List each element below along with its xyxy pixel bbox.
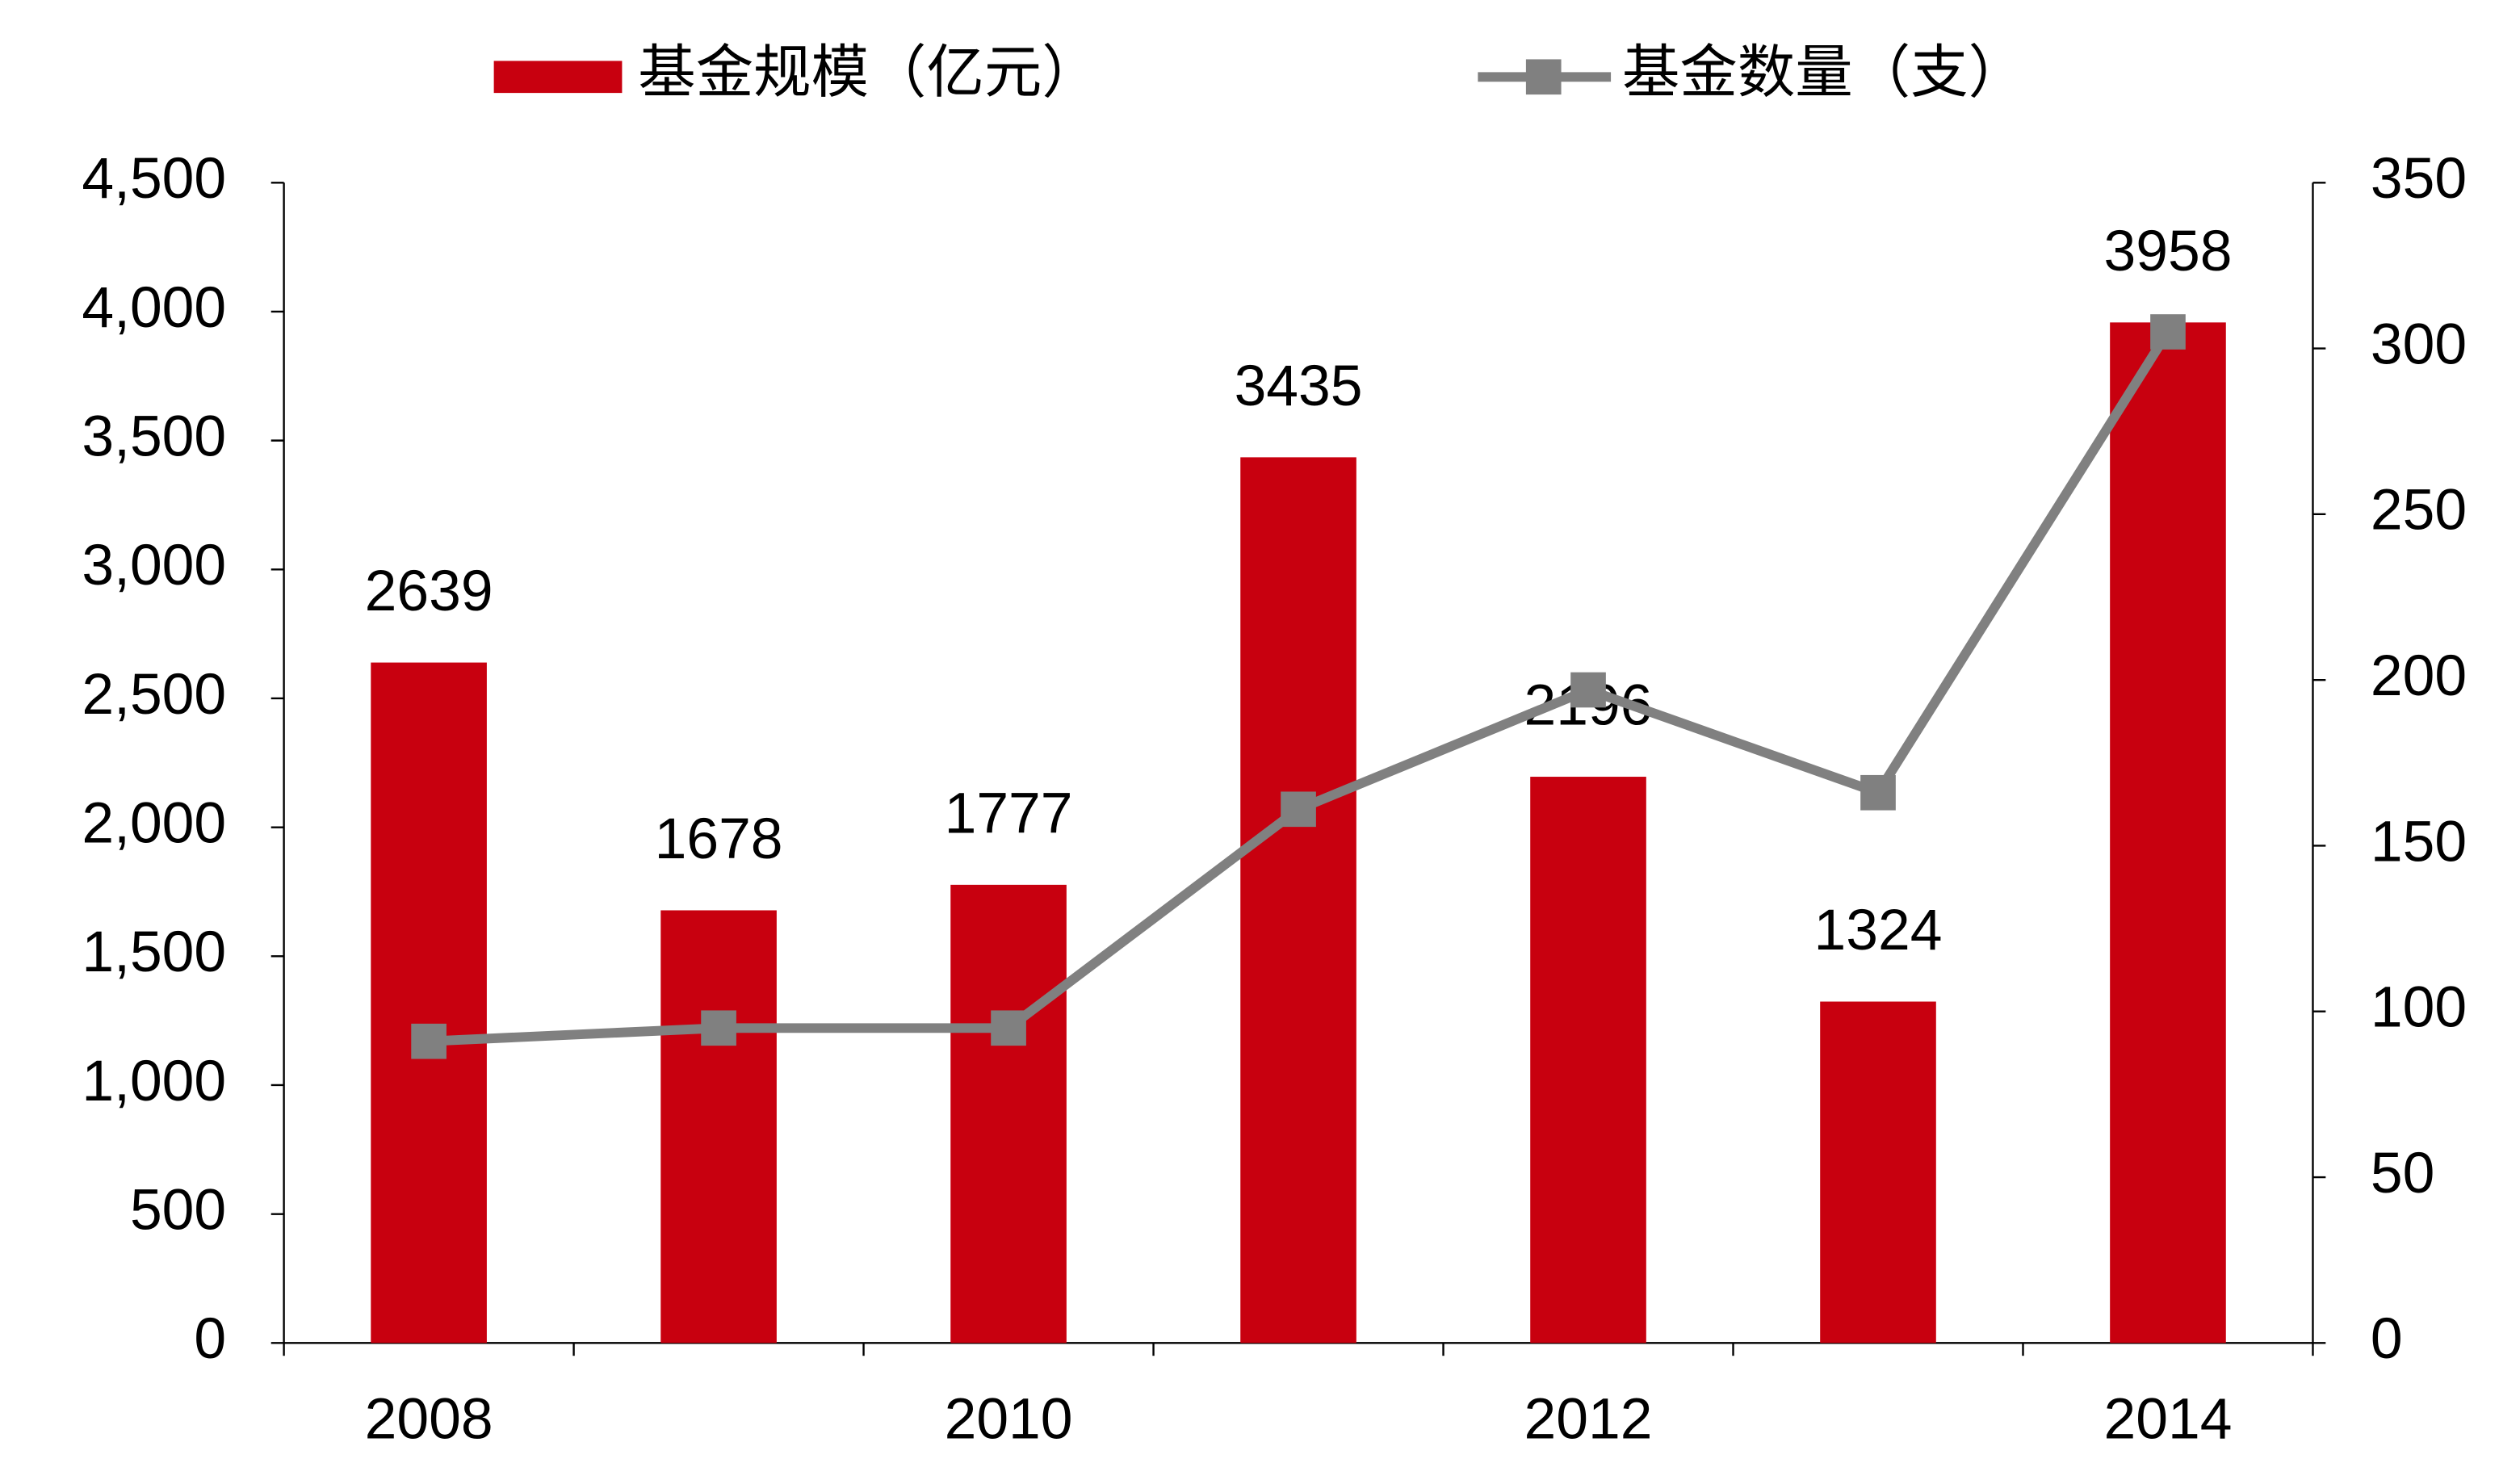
bar [1530, 777, 1646, 1344]
y2-tick-label: 200 [2371, 643, 2467, 708]
y-tick-label: 0 [194, 1306, 226, 1371]
y2-tick-label: 350 [2371, 146, 2467, 211]
line-marker [1860, 774, 1896, 811]
y-tick-label: 3,500 [82, 404, 226, 468]
legend-swatch [493, 61, 623, 94]
y-tick-label: 3,000 [82, 533, 226, 597]
bar [371, 662, 487, 1344]
bar [950, 884, 1067, 1344]
y-tick-label: 1,500 [82, 920, 226, 984]
y2-tick-label: 250 [2371, 478, 2467, 543]
x-tick-label: 2008 [365, 1386, 493, 1451]
legend-label: 基金规模（亿元） [638, 39, 1100, 106]
legend-label: 基金数量（支） [1622, 39, 2026, 106]
y2-tick-label: 0 [2371, 1306, 2403, 1371]
line-marker [701, 1010, 736, 1046]
data-label: 3958 [2104, 219, 2233, 283]
line-marker [991, 1010, 1026, 1046]
y2-tick-label: 50 [2371, 1141, 2434, 1205]
bar [1240, 457, 1356, 1344]
y-tick-label: 4,000 [82, 275, 226, 340]
data-label: 1777 [945, 781, 1073, 845]
x-tick-label: 2012 [1524, 1386, 1653, 1451]
x-tick-label: 2014 [2104, 1386, 2233, 1451]
y-tick-label: 500 [130, 1178, 226, 1243]
y2-tick-label: 300 [2371, 312, 2467, 376]
y-tick-label: 1,000 [82, 1049, 226, 1113]
bar [660, 910, 777, 1344]
line-marker [2150, 314, 2186, 350]
bar [2110, 322, 2226, 1344]
y2-tick-label: 100 [2371, 975, 2467, 1040]
data-label: 3435 [1235, 354, 1363, 418]
data-label: 1678 [655, 807, 783, 871]
x-tick-label: 2010 [945, 1386, 1073, 1451]
y-tick-label: 4,500 [82, 146, 226, 211]
y-tick-label: 2,000 [82, 791, 226, 856]
data-label: 1324 [1814, 898, 1943, 962]
legend-swatch [1525, 59, 1562, 95]
line-marker [1570, 672, 1606, 708]
bar [1820, 1001, 1936, 1344]
y2-tick-label: 150 [2371, 809, 2467, 874]
line-marker [411, 1023, 447, 1059]
line-marker [1281, 791, 1316, 828]
y-tick-label: 2,500 [82, 662, 226, 727]
data-label: 2639 [365, 559, 493, 623]
